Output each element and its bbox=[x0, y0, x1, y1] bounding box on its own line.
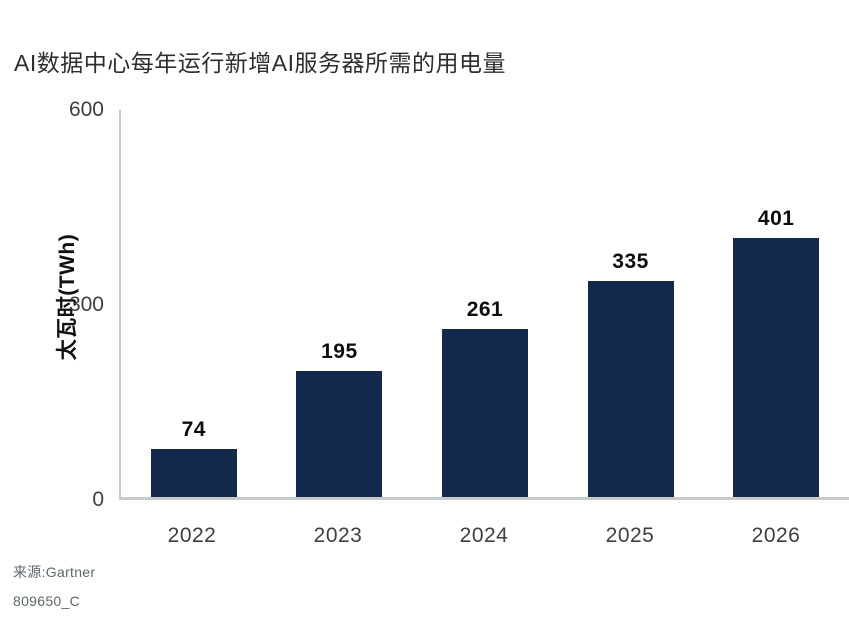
x-tick-2024: 2024 bbox=[459, 524, 509, 547]
x-tick-2022: 2022 bbox=[167, 524, 217, 547]
source-code: 809650_C bbox=[13, 593, 81, 609]
x-tick-2023: 2023 bbox=[313, 524, 363, 547]
bar-value-label-2025: 335 bbox=[612, 249, 649, 273]
chart-title: AI数据中心每年运行新增AI服务器所需的用电量 bbox=[14, 50, 506, 76]
bar-value-label-2026: 401 bbox=[757, 207, 795, 231]
bar-group-2026: 401 bbox=[703, 110, 849, 497]
bar-2025 bbox=[587, 280, 674, 497]
y-tick-0: 0 bbox=[92, 488, 104, 511]
bar-group-2023: 195 bbox=[267, 110, 413, 497]
bar-group-2022: 74 bbox=[121, 110, 267, 497]
bar-2023 bbox=[296, 371, 383, 497]
x-tick-2025: 2025 bbox=[605, 524, 655, 547]
x-axis-labels: 2022 2023 2024 2025 2026 bbox=[119, 524, 849, 548]
y-axis-ticks: 600 300 0 bbox=[0, 99, 104, 510]
bar-2022 bbox=[150, 449, 237, 497]
bar-value-label-2022: 74 bbox=[181, 418, 206, 442]
bar-2024 bbox=[441, 328, 528, 497]
bar-group-2024: 261 bbox=[412, 110, 558, 497]
plot-area: 74 195 261 335 401 bbox=[119, 110, 849, 500]
bars: 74 195 261 335 401 bbox=[121, 110, 849, 497]
bar-group-2025: 335 bbox=[558, 110, 704, 497]
source-attribution: 来源:Gartner bbox=[13, 564, 96, 580]
source-block: 来源:Gartner 809650_C bbox=[13, 558, 95, 616]
bar-2026 bbox=[733, 238, 820, 497]
y-tick-300: 300 bbox=[68, 293, 104, 316]
bar-value-label-2023: 195 bbox=[321, 340, 358, 364]
y-tick-600: 600 bbox=[68, 98, 104, 121]
x-tick-2026: 2026 bbox=[751, 524, 801, 547]
bar-value-label-2024: 261 bbox=[466, 297, 504, 321]
